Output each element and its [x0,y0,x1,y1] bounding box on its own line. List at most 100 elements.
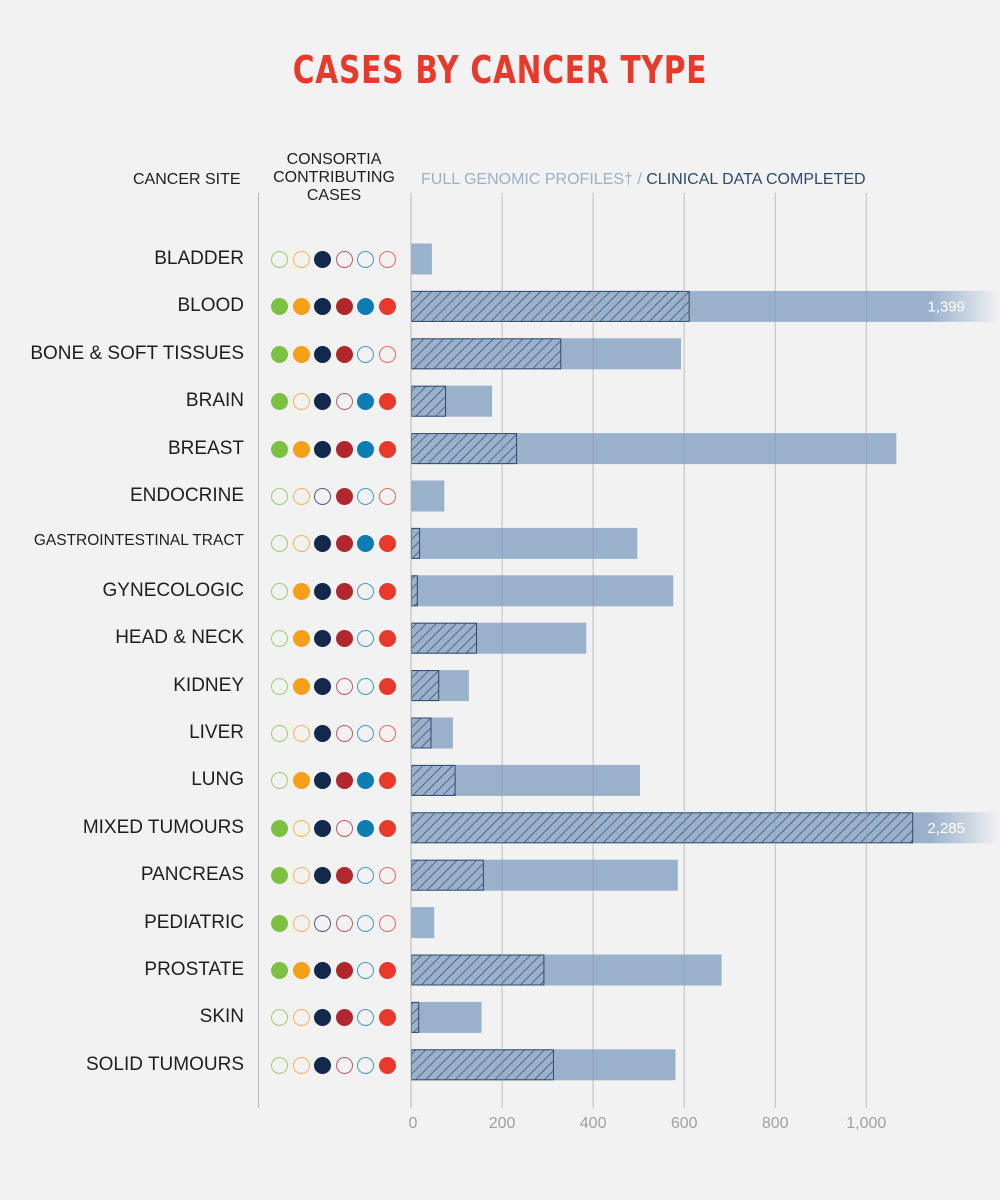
bar-clinical-data [411,433,518,465]
bar-full-genomic [411,527,638,559]
site-label: BREAST [167,437,244,459]
bar-clinical-data [411,385,447,417]
consortium-dot-empty [271,251,288,268]
consortium-dot-filled [292,582,310,600]
cancer-site-header: CANCER SITE [133,171,241,188]
bar-full-genomic [411,243,432,275]
consortium-dot-filled [357,819,374,837]
site-label: BLADDER [154,248,244,269]
consortium-dot-filled [314,962,331,979]
site-label: PANCREAS [140,864,244,886]
consortia-header-line1: CONSORTIA [286,151,382,168]
consortium-dot-filled [335,867,353,885]
consortium-dot-filled [335,440,353,458]
consortium-dot-empty [357,962,374,979]
divider-site [258,193,259,1108]
legend-separator: / [632,171,647,188]
site-label: SKIN [199,1006,244,1028]
consortium-dot-empty [378,488,396,505]
site-label: LIVER [189,722,244,743]
site-label: ENDOCRINE [129,485,244,506]
consortium-dot-filled [378,535,396,553]
consortium-dot-empty [357,677,374,695]
consortium-dot-filled [335,535,353,553]
consortium-dot-filled [378,582,396,600]
consortium-dot-filled [314,819,331,837]
consortium-dot-empty [335,1056,353,1074]
site-label: GASTROINTESTINAL TRACT [33,532,244,550]
bar-clinical-data [411,338,562,370]
bar-fade-truncation [930,812,1000,844]
bar-full-genomic [411,907,435,939]
consortia-dots [271,440,396,458]
bar-full-genomic [411,575,674,607]
consortia-dots [271,345,396,363]
consortium-dot-empty [271,1009,288,1027]
x-tick-label: 200 [489,1115,516,1132]
consortium-dot-filled [292,298,310,316]
consortium-dot-filled [314,630,331,648]
consortium-dot-filled [357,440,374,458]
consortium-dot-empty [357,725,374,742]
consortium-dot-empty [271,677,288,695]
consortium-dot-filled [335,630,353,648]
consortium-dot-empty [271,1056,288,1074]
consortium-dot-empty [357,251,374,268]
consortium-dot-empty [357,488,374,505]
consortium-dot-filled [378,677,396,695]
consortium-dot-filled [271,298,288,316]
consortia-dots [271,298,396,316]
consortium-dot-filled [292,345,310,363]
consortia-header-line2: CONTRIBUTING [273,169,395,186]
consortium-dot-filled [378,1009,396,1027]
consortium-dot-filled [292,772,310,790]
consortia-header: CONSORTIA CONTRIBUTING CASES [262,151,406,205]
consortium-dot-empty [357,345,374,363]
consortium-dot-empty [357,914,374,932]
consortium-dot-filled [314,772,331,790]
bar-clinical-data [411,859,484,891]
consortium-dot-empty [378,914,396,932]
consortium-dot-empty [357,582,374,600]
consortium-dot-empty [357,630,374,648]
consortium-dot-empty [292,819,310,837]
bar-value-label: 2,285 [927,820,965,837]
consortium-dot-empty [271,488,288,505]
consortium-dot-empty [335,914,353,932]
consortium-dot-filled [378,1056,396,1074]
site-label: LUNG [191,769,244,791]
consortium-dot-filled [378,962,396,979]
consortium-dot-filled [357,535,374,553]
legend-full-genomic: FULL GENOMIC PROFILES† [421,171,633,188]
consortium-dot-filled [335,298,353,316]
consortium-dot-filled [271,867,288,885]
bar-clinical-data [411,1049,554,1081]
consortia-dots [271,677,396,695]
consortium-dot-empty [271,582,288,600]
site-label: GYNECOLOGIC [102,579,244,601]
consortium-dot-filled [378,440,396,458]
consortium-dot-filled [314,582,331,600]
bar-clinical-data [411,812,914,844]
consortium-dot-filled [378,298,396,316]
consortium-dot-filled [292,962,310,979]
consortium-dot-filled [314,251,331,268]
consortium-dot-filled [314,725,331,742]
consortium-dot-filled [314,440,331,458]
chart-title: CASES BY CANCER TYPE [292,48,708,92]
consortium-dot-empty [335,393,353,411]
consortium-dot-empty [378,725,396,742]
x-tick-label: 0 [409,1115,418,1132]
consortium-dot-filled [271,345,288,363]
legend: FULL GENOMIC PROFILES† / CLINICAL DATA C… [421,171,866,189]
consortium-dot-filled [378,630,396,648]
consortium-dot-filled [335,345,353,363]
site-label: KIDNEY [173,674,244,696]
consortium-dot-filled [314,677,331,695]
consortium-dot-filled [314,1009,331,1027]
consortia-dots [271,488,396,505]
bar-clinical-data [411,290,690,322]
consortium-dot-empty [335,725,353,742]
x-tick-label: 600 [671,1115,698,1132]
site-label: SOLID TUMOURS [85,1053,244,1075]
